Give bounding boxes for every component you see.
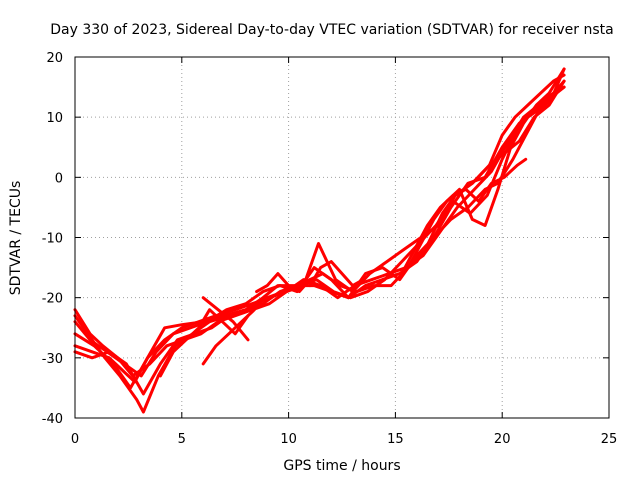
series-line-track-10 (255, 272, 312, 294)
series-line-track-12 (400, 157, 528, 276)
x-tick-label: 10 (280, 432, 297, 447)
series-line-track-3 (73, 85, 566, 414)
y-tick-label: 20 (46, 51, 63, 66)
series-group (73, 67, 566, 414)
series-line-track-11 (308, 260, 365, 288)
series-line-track-5 (73, 67, 566, 396)
x-tick-label: 20 (494, 432, 511, 447)
series-line-track-4 (73, 79, 566, 390)
x-axis-ticks: 0 5 10 15 20 25 (71, 57, 617, 447)
y-axis-label: SDTVAR / TECUs (8, 181, 24, 296)
y-tick-label: 0 (55, 171, 63, 186)
x-tick-label: 25 (601, 432, 618, 447)
y-tick-label: -20 (42, 292, 63, 307)
chart-title: Day 330 of 2023, Sidereal Day-to-day VTE… (50, 22, 613, 38)
series-line-track-6 (73, 79, 566, 378)
series-line-track-8 (201, 308, 256, 366)
series-line-track-2 (73, 85, 566, 378)
y-tick-label: 10 (46, 111, 63, 126)
x-tick-label: 0 (71, 432, 79, 447)
y-axis-ticks: -40 -30 -20 -10 0 10 20 (42, 51, 609, 427)
x-axis-label: GPS time / hours (283, 458, 400, 474)
y-tick-label: -10 (42, 232, 63, 247)
series-line-track-1 (73, 73, 566, 384)
y-tick-label: -30 (42, 352, 63, 367)
series-line-track-13 (406, 67, 566, 270)
y-tick-label: -40 (42, 412, 63, 427)
x-tick-label: 15 (387, 432, 404, 447)
series-line-track-9 (201, 296, 250, 342)
x-tick-label: 5 (178, 432, 186, 447)
